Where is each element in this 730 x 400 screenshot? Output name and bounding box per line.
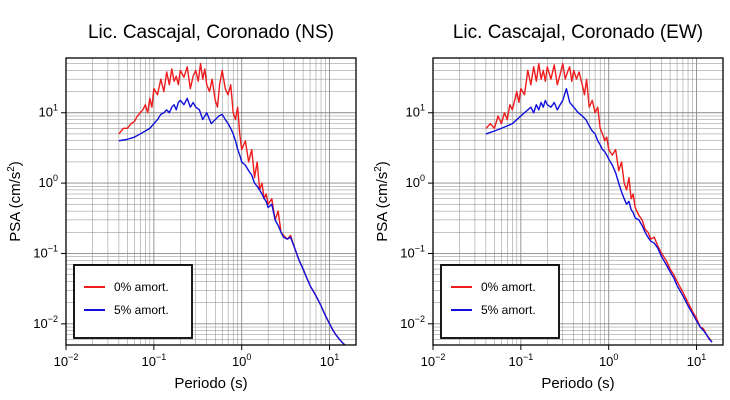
y-tick-label: 101 (39, 103, 58, 120)
x-tick-label: 10−1 (141, 352, 166, 369)
y-tick-label: 100 (39, 173, 58, 190)
legend-box (440, 264, 560, 339)
plot-frame (65, 57, 357, 346)
y-tick-label: 101 (406, 103, 425, 120)
y-axis-label: PSA (cm/s2) (373, 161, 391, 242)
y-tick-label: 10−1 (400, 243, 425, 260)
legend-label: 0% amort. (481, 280, 536, 294)
chart-title: Lic. Cascajal, Coronado (NS) (88, 22, 334, 43)
x-tick-label: 10−2 (421, 352, 446, 369)
x-tick-label: 101 (320, 352, 339, 369)
chart-ew: Lic. Cascajal, Coronado (EW) 10−2 10−1 100 1… (373, 22, 724, 392)
y-tick-label: 10−2 (33, 314, 58, 331)
y-axis-label: PSA (cm/s2) (6, 161, 24, 242)
x-tick-label: 10−1 (508, 352, 533, 369)
legend: 0% amort. 5% amort. (440, 264, 560, 339)
x-tick-label: 100 (232, 352, 251, 369)
legend: 0% amort. 5% amort. (73, 264, 193, 339)
legend-label: 5% amort. (481, 303, 536, 317)
plot-frame (432, 57, 724, 346)
series-line-5pct (485, 87, 713, 343)
legend-box (73, 264, 193, 339)
x-tick-label: 10−2 (54, 352, 79, 369)
legend-label: 5% amort. (114, 303, 169, 317)
x-tick-label: 101 (687, 352, 706, 369)
x-axis-label: Periodo (s) (541, 375, 614, 392)
series-line-0pct (485, 62, 713, 343)
legend-label: 0% amort. (114, 280, 169, 294)
x-axis-label: Periodo (s) (174, 375, 247, 392)
chart-ns: Lic. Cascajal, Coronado (NS) 10−2 10−1 100 1… (6, 22, 357, 392)
chart-title: Lic. Cascajal, Coronado (EW) (453, 22, 703, 43)
y-tick-label: 10−2 (400, 314, 425, 331)
series-line-5pct (118, 97, 346, 346)
y-tick-label: 10−1 (33, 243, 58, 260)
x-tick-label: 100 (599, 352, 618, 369)
y-tick-label: 100 (406, 173, 425, 190)
